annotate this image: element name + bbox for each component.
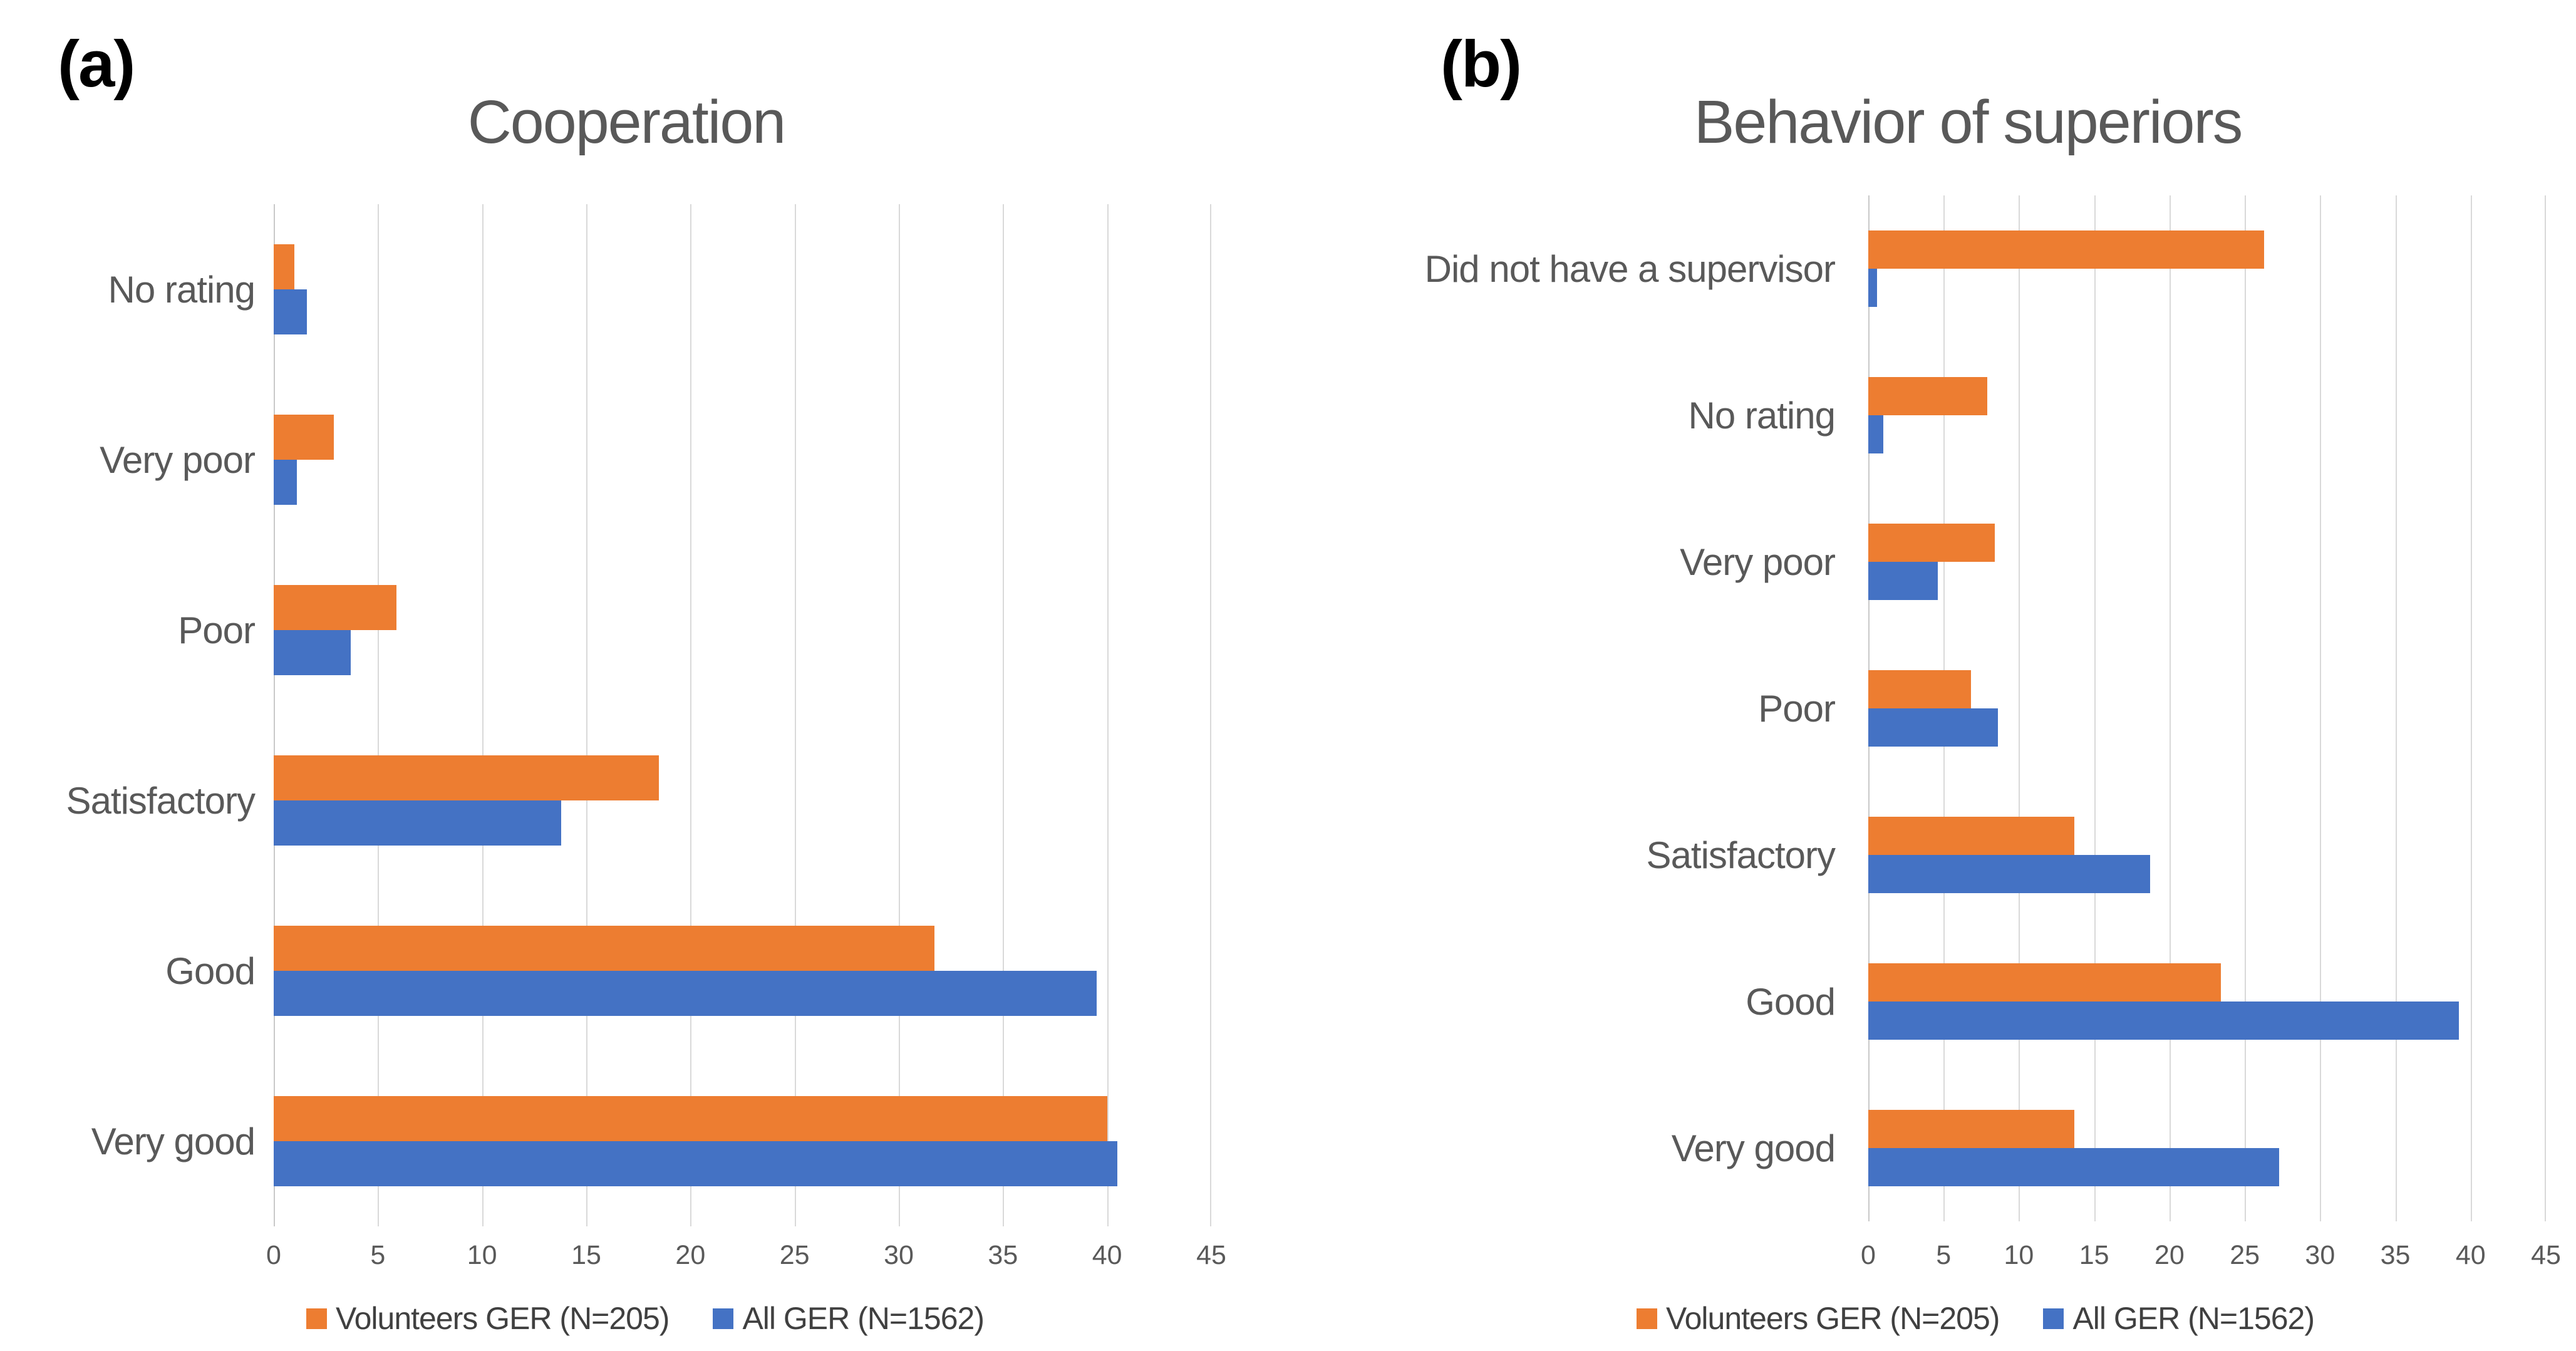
bar (274, 971, 1097, 1016)
x-tick-label: 0 (266, 1240, 281, 1270)
category-label: Good (165, 950, 256, 992)
bar (1868, 670, 1971, 708)
bar (1868, 1002, 2459, 1040)
x-tick-label: 30 (2305, 1240, 2335, 1270)
category-label: Satisfactory (1646, 834, 1836, 876)
bar (274, 415, 334, 460)
bar (274, 244, 295, 289)
bar (1868, 377, 1987, 415)
panel-a-plot-area (274, 204, 1211, 1226)
legend-swatch-volunteers-icon (1637, 1308, 1657, 1329)
bar (274, 460, 297, 505)
legend-swatch-volunteers-icon (306, 1308, 327, 1329)
gridline (2094, 195, 2096, 1221)
x-tick-label: 45 (2531, 1240, 2561, 1270)
bar (1868, 415, 1884, 453)
bar (1868, 230, 2265, 269)
category-label: Very good (91, 1120, 256, 1162)
gridline (2245, 195, 2247, 1221)
panel-a-label: (a) (58, 28, 135, 101)
x-tick-label: 35 (2380, 1240, 2411, 1270)
bar (274, 585, 397, 630)
x-tick-label: 15 (571, 1240, 601, 1270)
legend-label-all-ger: All GER (N=1562) (2072, 1301, 2315, 1336)
panel-b-plot-area (1868, 195, 2546, 1221)
bar (1868, 708, 1998, 747)
legend-item-all-ger: All GER (N=1562) (713, 1300, 985, 1337)
y-axis-line (274, 204, 275, 1226)
gridline (794, 204, 796, 1226)
x-tick-label: 10 (2004, 1240, 2034, 1270)
gridline (1210, 204, 1211, 1226)
panel-b-label: (b) (1441, 28, 1522, 101)
bar (274, 755, 660, 800)
gridline (1003, 204, 1005, 1226)
x-tick-label: 5 (1936, 1240, 1952, 1270)
gridline (899, 204, 900, 1226)
x-tick-label: 20 (675, 1240, 706, 1270)
panel-b-legend: Volunteers GER (N=205) All GER (N=1562) (1637, 1300, 2315, 1337)
bar (1868, 855, 2150, 893)
bar (1868, 269, 1878, 307)
x-tick-label: 10 (467, 1240, 497, 1270)
gridline (2395, 195, 2397, 1221)
legend-label-volunteers: Volunteers GER (N=205) (1666, 1301, 2000, 1336)
category-label: No rating (1688, 394, 1836, 437)
x-tick-label: 0 (1861, 1240, 1876, 1270)
bar (274, 926, 934, 971)
gridline (586, 204, 587, 1226)
bar (1868, 817, 2075, 855)
x-tick-label: 30 (884, 1240, 914, 1270)
gridline (482, 204, 484, 1226)
category-label: Very good (1671, 1127, 1836, 1169)
legend-item-volunteers: Volunteers GER (N=205) (306, 1300, 670, 1337)
legend-swatch-all-ger-icon (2043, 1308, 2064, 1329)
panel-a-legend: Volunteers GER (N=205) All GER (N=1562) (306, 1300, 985, 1337)
x-tick-label: 25 (779, 1240, 810, 1270)
bar (274, 630, 351, 675)
category-label: Very poor (100, 438, 256, 481)
bar (274, 289, 308, 334)
gridline (378, 204, 380, 1226)
x-tick-label: 5 (370, 1240, 386, 1270)
panel-b-title: Behavior of superiors (1694, 88, 2243, 156)
x-tick-label: 20 (2154, 1240, 2185, 1270)
gridline (2169, 195, 2171, 1221)
category-label: No rating (108, 268, 256, 311)
x-tick-label: 15 (2079, 1240, 2109, 1270)
gridline (2545, 195, 2546, 1221)
bar (274, 800, 562, 846)
category-label: Very poor (1680, 541, 1836, 583)
legend-item-volunteers: Volunteers GER (N=205) (1637, 1300, 2000, 1337)
bar (274, 1096, 1107, 1141)
bar (1868, 562, 1938, 600)
category-label: Good (1746, 980, 1836, 1023)
category-label: Poor (1758, 687, 1836, 730)
bar (1868, 1110, 2075, 1148)
gridline (2320, 195, 2322, 1221)
gridline (690, 204, 692, 1226)
bar (274, 1141, 1118, 1186)
gridline (1107, 204, 1109, 1226)
category-label: Did not have a supervisor (1424, 247, 1836, 290)
legend-label-volunteers: Volunteers GER (N=205) (336, 1301, 670, 1336)
legend-item-all-ger: All GER (N=1562) (2043, 1300, 2315, 1337)
x-tick-label: 25 (2230, 1240, 2260, 1270)
x-tick-label: 40 (2455, 1240, 2486, 1270)
legend-swatch-all-ger-icon (713, 1308, 734, 1329)
x-tick-label: 35 (988, 1240, 1018, 1270)
category-label: Satisfactory (66, 779, 256, 822)
x-tick-label: 45 (1196, 1240, 1226, 1270)
gridline (2019, 195, 2020, 1221)
bar (1868, 524, 1995, 562)
bar (1868, 963, 2221, 1002)
category-label: Poor (178, 609, 256, 651)
x-tick-label: 40 (1092, 1240, 1122, 1270)
bar (1868, 1148, 2280, 1186)
panel-a-title: Cooperation (467, 88, 786, 156)
legend-label-all-ger: All GER (N=1562) (742, 1301, 985, 1336)
gridline (2470, 195, 2472, 1221)
